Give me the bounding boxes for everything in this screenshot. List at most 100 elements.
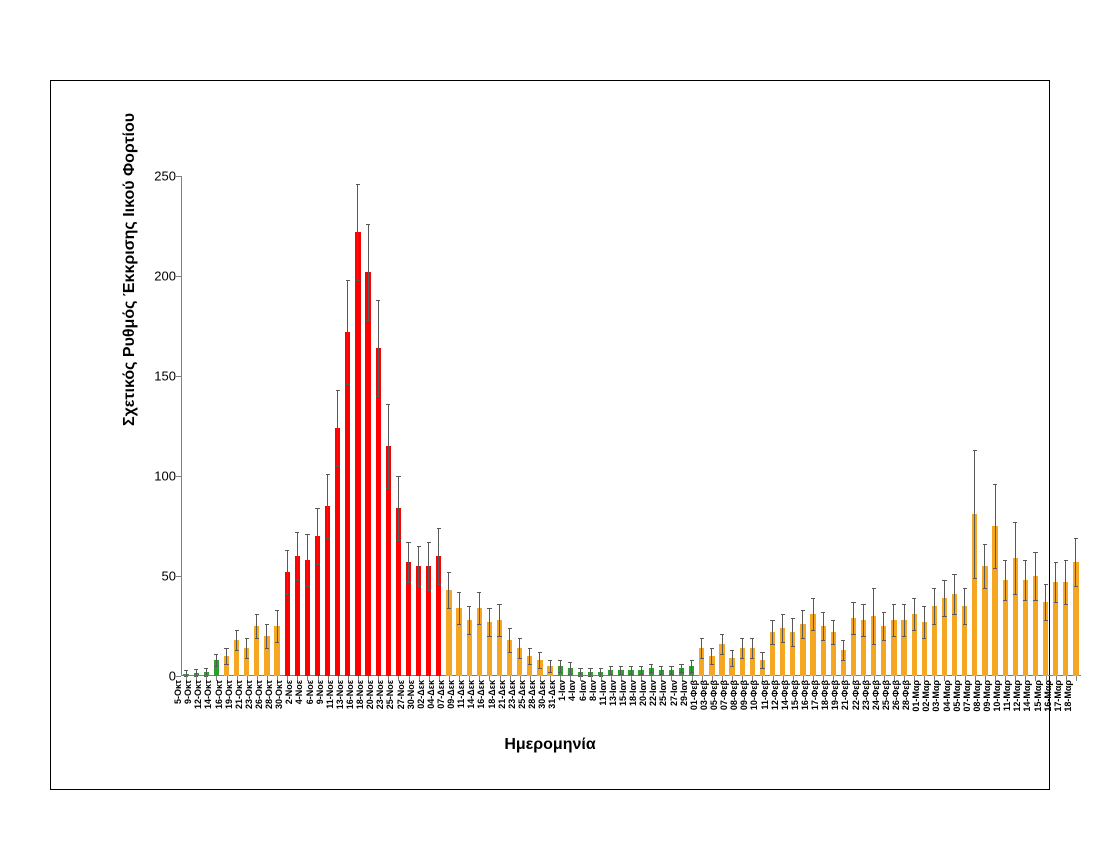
error-cap xyxy=(841,660,845,661)
error-bar xyxy=(833,620,834,644)
error-cap xyxy=(214,666,218,667)
error-bar xyxy=(600,668,601,676)
error-cap xyxy=(548,672,552,673)
error-bar xyxy=(398,476,399,540)
error-cap xyxy=(609,674,613,675)
error-bar xyxy=(1055,562,1056,602)
error-cap xyxy=(902,604,906,605)
error-bar xyxy=(631,666,632,674)
error-bar xyxy=(368,224,369,320)
error-cap xyxy=(518,658,522,659)
x-tick-label: 25-Νοε xyxy=(385,680,395,709)
error-bar xyxy=(469,606,470,634)
error-cap xyxy=(224,664,228,665)
error-cap xyxy=(184,670,188,671)
error-cap xyxy=(791,646,795,647)
error-cap xyxy=(993,484,997,485)
error-cap xyxy=(983,588,987,589)
error-bar xyxy=(327,474,328,538)
error-cap xyxy=(528,648,532,649)
x-tick-label: 05-Μαρ xyxy=(952,680,962,712)
x-tick-label: 05-Φεβ xyxy=(709,680,719,710)
error-cap xyxy=(679,664,683,665)
error-cap xyxy=(376,300,380,301)
error-cap xyxy=(740,658,744,659)
y-tick-mark xyxy=(176,376,181,377)
error-cap xyxy=(781,642,785,643)
chart-frame: Σχετικός Ρυθμός Έκκρισης Ιικού Φορτίου 0… xyxy=(50,80,1050,790)
error-bar xyxy=(459,592,460,624)
error-cap xyxy=(770,644,774,645)
y-tick-mark xyxy=(176,576,181,577)
x-tick-label: 13-Νοε xyxy=(335,680,345,709)
y-axis-line xyxy=(181,176,182,676)
error-bar xyxy=(519,638,520,658)
error-cap xyxy=(295,532,299,533)
error-cap xyxy=(629,666,633,667)
error-bar xyxy=(529,648,530,664)
error-bar xyxy=(782,614,783,642)
error-cap xyxy=(1054,562,1058,563)
error-cap xyxy=(578,668,582,669)
error-cap xyxy=(386,488,390,489)
error-cap xyxy=(245,638,249,639)
x-tick-label: 6-Ιαν xyxy=(578,680,588,701)
error-cap xyxy=(710,648,714,649)
error-cap xyxy=(831,644,835,645)
error-cap xyxy=(558,660,562,661)
error-cap xyxy=(396,476,400,477)
error-bar xyxy=(509,628,510,652)
error-cap xyxy=(315,564,319,565)
x-tick-label: 6-Νοε xyxy=(305,680,315,704)
error-bar xyxy=(974,450,975,578)
x-tick-label: 27-Νοε xyxy=(396,680,406,709)
error-cap xyxy=(872,588,876,589)
x-tick-label: 11-Δεκ xyxy=(456,680,466,708)
error-cap xyxy=(224,648,228,649)
x-tick-label: 23-Δεκ xyxy=(507,680,517,709)
error-bar xyxy=(196,669,197,676)
error-bar xyxy=(691,660,692,672)
x-tick-label: 09-Φεβ xyxy=(739,680,749,710)
error-cap xyxy=(528,664,532,665)
error-cap xyxy=(963,624,967,625)
error-cap xyxy=(882,640,886,641)
error-bar xyxy=(479,592,480,624)
error-bar xyxy=(873,588,874,644)
error-cap xyxy=(417,586,421,587)
error-bar xyxy=(499,604,500,636)
error-bar xyxy=(206,668,207,676)
error-cap xyxy=(760,652,764,653)
error-cap xyxy=(1064,604,1068,605)
x-tick-label: 26-Οκτ xyxy=(254,680,264,709)
x-tick-label: 18-Μαρ xyxy=(1063,680,1073,712)
error-bar xyxy=(570,662,571,674)
x-tick-label: 11-Φεβ xyxy=(760,680,770,710)
bar xyxy=(355,232,360,676)
x-tick-label: 16-Μαρ xyxy=(1043,680,1053,712)
error-cap xyxy=(204,668,208,669)
error-cap xyxy=(1064,560,1068,561)
error-bar xyxy=(711,648,712,664)
error-cap xyxy=(588,668,592,669)
x-tick-mark xyxy=(1076,676,1077,681)
error-bar xyxy=(984,544,985,588)
error-bar xyxy=(802,610,803,638)
error-cap xyxy=(214,654,218,655)
error-bar xyxy=(1075,538,1076,586)
error-bar xyxy=(1045,584,1046,620)
x-tick-label: 03-Φεβ xyxy=(699,680,709,710)
error-cap xyxy=(487,608,491,609)
error-cap xyxy=(760,668,764,669)
error-cap xyxy=(942,580,946,581)
x-tick-label: 07-Δεκ xyxy=(436,680,446,709)
error-cap xyxy=(366,224,370,225)
error-cap xyxy=(821,640,825,641)
error-cap xyxy=(518,638,522,639)
error-cap xyxy=(1003,600,1007,601)
error-cap xyxy=(447,572,451,573)
error-cap xyxy=(781,614,785,615)
error-cap xyxy=(437,528,441,529)
x-tick-label: 27-Ιαν xyxy=(669,680,679,706)
error-cap xyxy=(275,610,279,611)
